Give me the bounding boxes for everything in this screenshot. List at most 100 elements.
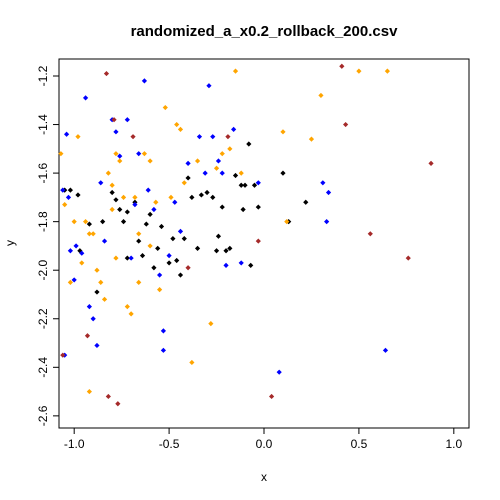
data-point	[219, 204, 225, 210]
data-point	[181, 236, 187, 242]
data-point	[177, 272, 184, 278]
data-point	[115, 401, 121, 407]
data-point	[157, 272, 163, 278]
data-point	[79, 250, 85, 256]
data-point	[105, 170, 111, 176]
data-point	[90, 231, 96, 237]
x-tick-label: 0.0	[256, 437, 273, 451]
data-point	[181, 180, 187, 186]
data-point	[280, 129, 286, 135]
data-point	[120, 219, 127, 225]
x-tick-label: -0.5	[159, 437, 180, 451]
data-point	[206, 83, 212, 89]
data-point	[238, 182, 244, 188]
data-point	[185, 175, 191, 181]
data-point	[255, 180, 261, 186]
data-point	[124, 117, 130, 123]
x-axis: -1.0 -0.5 0.0 0.5 1.0	[64, 428, 462, 451]
data-point	[227, 245, 233, 251]
data-point	[155, 245, 161, 251]
data-point	[130, 134, 136, 140]
data-point	[174, 257, 180, 264]
chart-title: randomized_a_x0.2_rollback_200.csv	[131, 23, 398, 40]
data-point	[63, 131, 70, 137]
data-point	[242, 182, 248, 188]
data-point	[90, 316, 96, 322]
data-point	[189, 194, 195, 200]
data-point	[73, 243, 79, 249]
data-point	[105, 393, 111, 400]
data-point	[79, 260, 85, 266]
data-point	[132, 202, 138, 208]
data-point	[210, 134, 216, 140]
data-point	[198, 192, 204, 198]
data-point	[84, 333, 91, 339]
data-point	[367, 231, 373, 237]
data-point	[62, 202, 68, 208]
data-point	[248, 262, 254, 268]
data-point	[120, 194, 127, 200]
y-tick-label: -1.8	[36, 211, 50, 232]
data-point	[223, 248, 229, 254]
data-point	[111, 117, 117, 123]
data-point	[320, 180, 326, 186]
data-point	[189, 359, 195, 366]
data-point	[145, 187, 151, 193]
data-point	[60, 352, 66, 358]
data-point	[160, 347, 166, 353]
data-point	[308, 136, 315, 142]
data-point	[136, 279, 142, 285]
data-point	[94, 289, 100, 295]
data-point	[100, 219, 106, 225]
data-point	[325, 189, 332, 196]
data-point	[94, 342, 100, 349]
data-point	[174, 121, 180, 128]
data-point	[208, 321, 214, 327]
data-point	[132, 194, 138, 200]
data-point	[157, 287, 163, 293]
data-point	[136, 238, 142, 244]
data-point	[324, 219, 330, 225]
data-point	[202, 170, 208, 176]
data-point	[204, 189, 210, 196]
data-point	[231, 126, 237, 133]
data-point	[166, 253, 172, 259]
y-axis: -2.6 -2.4 -2.2 -2.0 -1.8 -1.6 -1.4 -1.2	[36, 65, 59, 426]
data-point	[185, 160, 191, 166]
data-point	[124, 304, 130, 310]
data-point	[67, 248, 73, 254]
data-point	[109, 182, 115, 188]
data-point	[227, 146, 233, 152]
data-point	[147, 243, 153, 249]
data-point	[67, 279, 73, 285]
data-point	[94, 267, 100, 273]
data-point	[113, 255, 119, 261]
data-point	[303, 199, 309, 205]
data-point	[86, 304, 92, 310]
data-point	[276, 369, 282, 375]
y-axis-label: y	[3, 240, 17, 246]
data-point	[67, 187, 73, 193]
data-point	[109, 189, 115, 196]
data-point	[255, 204, 261, 210]
data-point	[177, 228, 184, 234]
x-axis-label: x	[261, 470, 267, 484]
y-tick-label: -1.2	[36, 65, 50, 86]
data-point	[82, 219, 89, 225]
data-point	[238, 260, 244, 266]
data-point	[255, 238, 261, 244]
data-point	[86, 221, 92, 227]
data-point	[160, 328, 166, 334]
data-point	[109, 206, 115, 213]
data-point	[75, 134, 81, 140]
data-point	[238, 170, 244, 176]
data-point	[86, 388, 92, 395]
data-point	[65, 194, 72, 200]
data-point	[136, 231, 142, 237]
data-point	[98, 180, 104, 186]
data-point	[147, 158, 153, 164]
data-point	[113, 129, 119, 135]
data-point	[170, 236, 176, 242]
data-point	[339, 63, 345, 69]
